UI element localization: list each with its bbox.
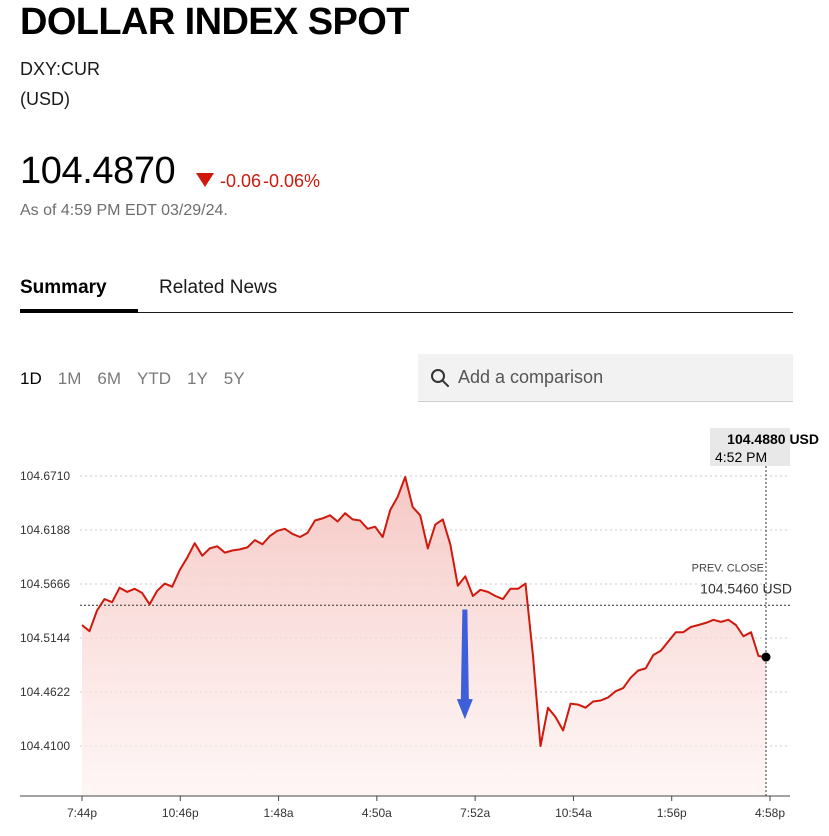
range-6m[interactable]: 6M (97, 369, 121, 388)
y-tick-label: 104.5144 (20, 631, 70, 645)
range-ytd[interactable]: YTD (136, 369, 171, 388)
price-change: -0.06 -0.06% (196, 170, 320, 192)
x-tick-label: 10:54a (555, 806, 592, 820)
y-tick-label: 104.6710 (20, 469, 70, 483)
comparison-search[interactable] (418, 354, 793, 402)
ticker-symbol: DXY:CUR (20, 59, 101, 79)
down-triangle-icon (196, 173, 214, 187)
range-5y[interactable]: 5Y (223, 369, 245, 388)
search-icon (431, 368, 449, 387)
price-chart: 104.6710 104.6188 104.5666 104.5144 104.4622… (20, 428, 819, 820)
currency-label: (USD) (20, 89, 70, 109)
comparison-input[interactable] (458, 367, 758, 388)
current-price: 104.4870 (20, 150, 176, 192)
price-line (81, 476, 767, 747)
change-percent: -0.06% (263, 171, 321, 191)
crosshair-time: 4:52 PM (715, 449, 767, 465)
last-price-dot (761, 652, 771, 662)
x-tick-label: 7:52a (460, 806, 490, 820)
price-area (82, 477, 766, 796)
prev-close-value: 104.5460 USD (700, 580, 792, 596)
x-tick-label: 4:58p (755, 806, 785, 820)
x-tick-label: 10:46p (162, 806, 199, 820)
range-1y[interactable]: 1Y (186, 369, 208, 388)
page-title: DOLLAR INDEX SPOT (20, 1, 409, 43)
y-tick-label: 104.4100 (20, 739, 70, 753)
x-tick-label: 4:50a (362, 806, 392, 820)
annotation-down-arrow (456, 609, 473, 720)
crosshair-value: 104.4880 USD (727, 431, 819, 447)
tab-related-news[interactable]: Related News (159, 277, 278, 298)
x-tick-label: 1:48a (264, 806, 294, 820)
change-value: -0.06 (220, 171, 262, 191)
tab-bar: Summary Related News (20, 274, 793, 313)
crosshair-tooltip-bg (710, 428, 790, 466)
x-tick-label: 1:56p (657, 806, 687, 820)
as-of-timestamp: As of 4:59 PM EDT 03/29/24. (20, 202, 228, 219)
y-tick-label: 104.5666 (20, 577, 70, 591)
tab-summary[interactable]: Summary (20, 274, 138, 313)
y-tick-label: 104.4622 (20, 685, 70, 699)
x-tick-label: 7:44p (67, 806, 97, 820)
range-1d[interactable]: 1D (20, 369, 42, 388)
y-tick-label: 104.6188 (20, 523, 70, 537)
range-1m[interactable]: 1M (57, 369, 82, 388)
time-range-selector: 1D 1M 6M YTD 1Y 5Y (20, 368, 261, 390)
prev-close-label: PREV. CLOSE (692, 562, 764, 574)
